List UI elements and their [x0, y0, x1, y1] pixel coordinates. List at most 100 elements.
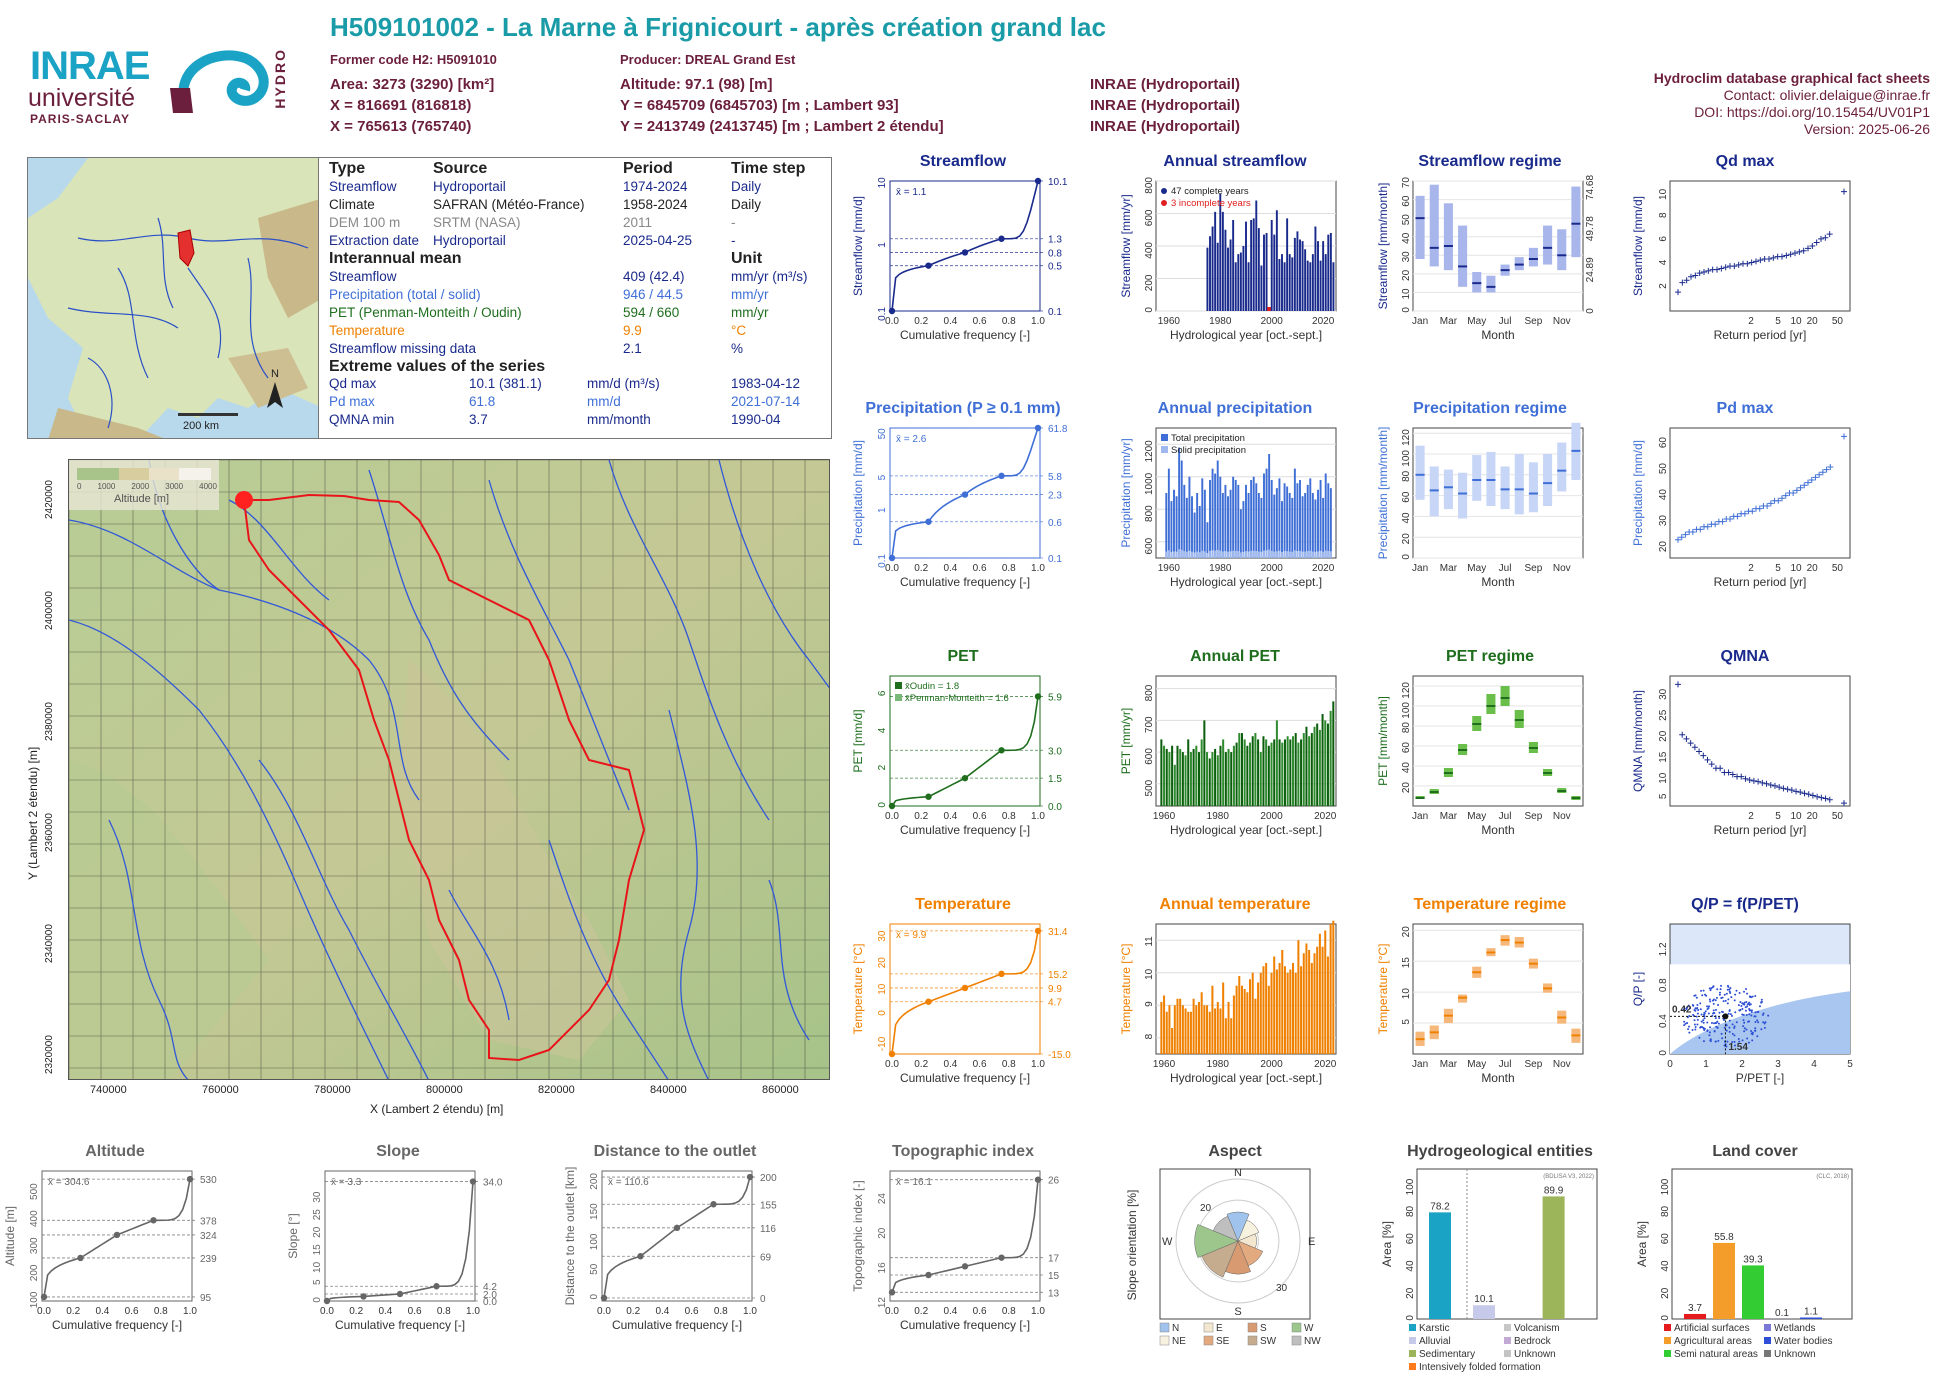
plus-point — [1793, 487, 1800, 494]
quantile-point — [1034, 177, 1042, 185]
temperature_regime-chart[interactable]: 5 10 15 20 Jan Mar May Jul Sep Nov Month Temperatur… — [1375, 916, 1605, 1086]
bar — [1310, 963, 1313, 1054]
hydrogeology-chart[interactable]: (BDLISA V3, 2022) 0 20 40 60 80 100 78.2 10.1 89.… — [1375, 1163, 1625, 1383]
solid-bar — [1237, 551, 1240, 558]
scatter-point — [1742, 1025, 1745, 1028]
tick-label: 0.8 — [437, 1306, 451, 1317]
scatter-point — [1757, 1021, 1760, 1024]
landcover-title: Land cover — [1712, 1143, 1798, 1160]
bar-label: 55.8 — [1714, 1232, 1734, 1243]
scatter-point — [1750, 1032, 1753, 1035]
bar — [1168, 1005, 1171, 1054]
scatter-point — [1708, 1034, 1711, 1037]
temperature-chart[interactable]: -10 0 10 20 30 31.4 15.2 9.9 4.7 -15.0 0.0 0.2 0.4 0.… — [848, 916, 1078, 1086]
bar — [1250, 480, 1253, 558]
scatter-point — [1688, 1031, 1691, 1034]
streamflow_regime-chart[interactable]: 0 10 20 30 40 50 60 70 Jan Mar May Jul Sep Nov 0 24.89 4… — [1375, 173, 1605, 343]
bar — [1229, 489, 1232, 558]
tick-label: 20 — [1660, 1287, 1671, 1299]
catchment-map[interactable]: 0 1000 2000 3000 4000 Altitude [m] — [68, 459, 830, 1080]
tick-label: 20 — [1807, 316, 1819, 327]
bar — [1242, 501, 1245, 558]
streamflow-chart[interactable]: 1010.110.11.30.80.50.10.0 0.2 0.4 0.6 0.8 1.0… — [848, 173, 1078, 343]
bar — [1214, 211, 1217, 311]
tick-label: 11 — [1144, 936, 1155, 947]
map-y-tick: 2400000 — [44, 591, 55, 630]
bar — [1292, 736, 1295, 806]
tick-label: 600 — [1144, 537, 1155, 554]
scatter-point — [1704, 1010, 1707, 1013]
x-axis-label: Return period [yr] — [1714, 575, 1807, 589]
plus-point — [1793, 788, 1800, 795]
qp_ppet-chart[interactable]: 0.42 1.54 0 1 2 3 4 5 0 0.4 0.8 1.2 P/PET [-] Q/P [-] — [1630, 916, 1860, 1086]
cell: 2025-04-25 — [623, 233, 693, 248]
tick-label: 20 — [1405, 1287, 1416, 1299]
bar — [1305, 726, 1308, 806]
tick-label: 0.6 — [1048, 518, 1062, 529]
bar — [1214, 748, 1217, 806]
contact[interactable]: Contact: olivier.delaigue@inrae.fr — [1723, 87, 1930, 103]
cell: mm/yr — [731, 305, 769, 320]
annual_pet-chart[interactable]: 500 600 700 800 1960 1980 2000 2020Hydrological… — [1120, 668, 1350, 838]
plus-point — [1679, 731, 1686, 738]
qd_max-chart[interactable]: 2 4 6 8 10 2 5 10 20 50 Return period [yr] Streamfl… — [1630, 173, 1860, 343]
altitude-chart[interactable]: 100 200 300 400 500 530 378 324 239 95 0.0 0.2 0.4 0.… — [0, 1163, 230, 1333]
scatter-point — [1702, 1026, 1705, 1029]
bar — [1321, 946, 1324, 1054]
bar — [1208, 1011, 1211, 1054]
legend-label: S — [1260, 1323, 1267, 1334]
bar — [1252, 218, 1255, 311]
tick-label: 3.0 — [1048, 746, 1062, 757]
legend-label: Intensively folded formation — [1419, 1362, 1541, 1373]
plus-point — [1696, 748, 1703, 755]
scatter-point — [1733, 1034, 1736, 1037]
tick-label: 20 — [877, 1227, 888, 1239]
plus-point — [1696, 270, 1703, 277]
bar — [1222, 739, 1225, 806]
plus-point — [1797, 484, 1804, 491]
cell: QMNA min — [329, 412, 395, 427]
pet_regime-chart[interactable]: 20 40 60 80 100 120 Jan Mar May Jul Sep Nov Month PET… — [1375, 668, 1605, 838]
bar — [1318, 933, 1321, 1054]
tick-label: 0.0 — [320, 1306, 334, 1317]
y-axis-label: Slope orientation [%] — [1125, 1190, 1139, 1301]
topo_index-chart[interactable]: 12 16 20 24 26 17 15 13 0.0 0.2 0.4 0.6 0.8 1.0 x̄ = 1… — [848, 1163, 1078, 1333]
pd_max-chart[interactable]: 20 30 40 50 60 2 5 10 20 50 Return period [yr] Prec… — [1630, 420, 1860, 590]
map-x-tick: 860000 — [762, 1084, 799, 1096]
tick-label: 24.89 — [1585, 257, 1596, 282]
bar — [1270, 972, 1273, 1054]
landcover-chart[interactable]: (CLC, 2018) 0 20 40 60 80 100 3.7 55.8 39.3 0.1 1.1… — [1630, 1163, 1880, 1383]
incomplete-marker — [1267, 307, 1272, 311]
legend-swatch — [1291, 1335, 1302, 1346]
bar — [1294, 733, 1297, 806]
inset-map[interactable]: 200 km N — [27, 157, 322, 439]
scatter-point — [1745, 988, 1748, 991]
scatter-point — [1737, 1004, 1740, 1007]
bar — [1308, 736, 1311, 806]
plus-point — [1805, 245, 1811, 252]
annual_streamflow-chart[interactable]: 0 200 400 600 800 1960 1980 2000 2020 47 complete… — [1120, 173, 1350, 343]
plus-point — [1782, 492, 1789, 499]
precipitation_regime-chart[interactable]: 0 20 40 60 80 100 120 Jan Mar May Jul Sep Nov Month Pr… — [1375, 420, 1605, 590]
bar — [1179, 748, 1182, 806]
bar — [1232, 745, 1235, 806]
doi-link[interactable]: DOI: https://doi.org/10.15454/UV01P1 — [1694, 104, 1930, 120]
pet-chart[interactable]: 0 2 4 6 5.9 3.0 1.5 0.0 0.0 0.2 0.4 0.6 0.8 1.0 x̄Oudi… — [848, 668, 1078, 838]
distance-chart[interactable]: 0 50 100 150 200 200 155 116 69 0 0.0 0.2 0.4 0.6 0.8 1… — [560, 1163, 790, 1333]
tick-label: 20 — [1401, 533, 1412, 545]
plus-point — [1753, 258, 1759, 265]
cell: 946 / 44.5 — [623, 287, 684, 302]
plot-frame — [889, 180, 1041, 312]
tick-label: May — [1467, 811, 1486, 822]
bar — [1197, 1002, 1200, 1054]
bar — [1257, 739, 1260, 806]
scatter-point — [1714, 1022, 1717, 1025]
annual_precipitation-chart[interactable]: 600 800 1000 1200 1960 1980 2000 2020 Total prec… — [1120, 420, 1350, 590]
bar — [1275, 969, 1278, 1054]
database-meta: Hydroclim database graphical fact sheets… — [1654, 70, 1930, 138]
